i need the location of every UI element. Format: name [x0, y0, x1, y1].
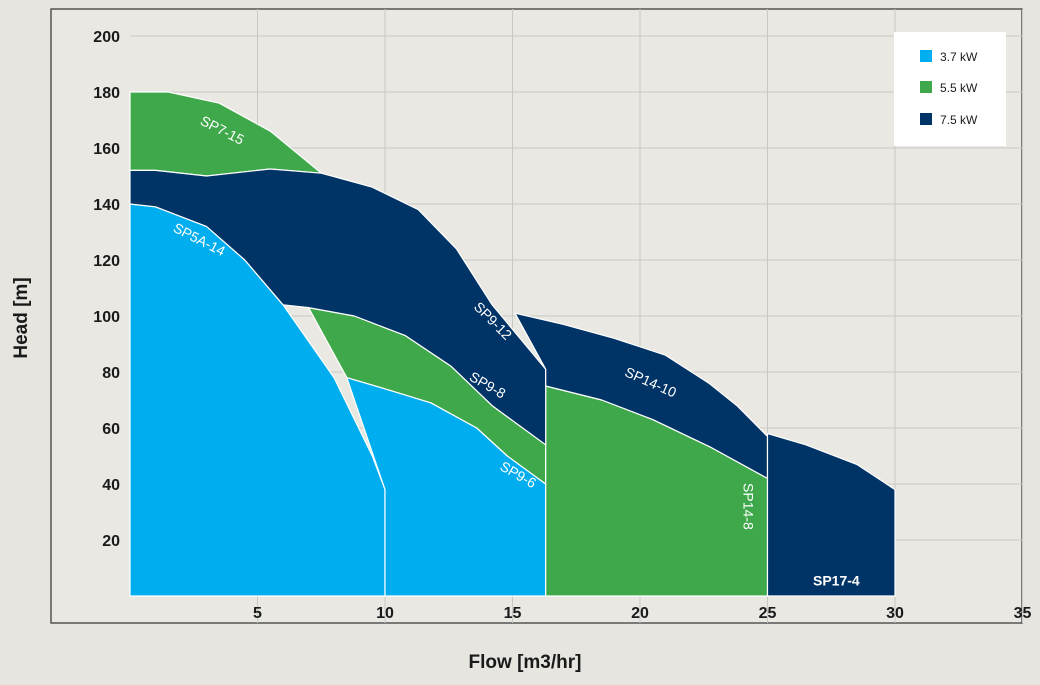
legend-label-5-5kw: 5.5 kW [940, 81, 978, 95]
x-tick-label-10: 10 [376, 605, 394, 622]
x-tick-label-15: 15 [504, 605, 522, 622]
performance-regions [129, 91, 896, 597]
x-tick-label-25: 25 [759, 605, 777, 622]
y-tick-label-80: 80 [102, 365, 120, 382]
region-label-sp17-4: SP17-4 [813, 573, 860, 589]
legend: 3.7 kW 5.5 kW 7.5 kW [894, 32, 1006, 146]
legend-swatch-5-5kw [920, 81, 932, 93]
y-tick-label-140: 140 [93, 197, 120, 214]
y-axis-title: Head [m] [11, 277, 32, 358]
x-tick-label-35: 35 [1014, 605, 1032, 622]
y-tick-label-200: 200 [93, 29, 120, 46]
legend-box [894, 32, 1006, 146]
x-tick-label-30: 30 [886, 605, 904, 622]
y-tick-label-100: 100 [93, 309, 120, 326]
legend-swatch-3-7kw [920, 50, 932, 62]
y-tick-label-40: 40 [102, 477, 120, 494]
region-sp17-4 [766, 433, 896, 597]
y-tick-label-60: 60 [102, 421, 120, 438]
region-sp9-12 [129, 168, 547, 446]
legend-label-3-7kw: 3.7 kW [940, 50, 978, 64]
x-tick-label-20: 20 [631, 605, 649, 622]
x-axis-title: Flow [m3/hr] [469, 652, 582, 673]
y-tick-label-160: 160 [93, 141, 120, 158]
region-label-sp14-8: SP14-8 [740, 483, 756, 530]
legend-label-7-5kw: 7.5 kW [940, 113, 978, 127]
legend-swatch-7-5kw [920, 113, 932, 125]
x-tick-label-5: 5 [253, 605, 262, 622]
tick-labels: 5 10 15 20 25 30 35 20 40 60 80 100 120 140 160 180 200 [93, 29, 1031, 622]
y-tick-label-120: 120 [93, 253, 120, 270]
y-tick-label-20: 20 [102, 533, 120, 550]
y-tick-label-180: 180 [93, 85, 120, 102]
